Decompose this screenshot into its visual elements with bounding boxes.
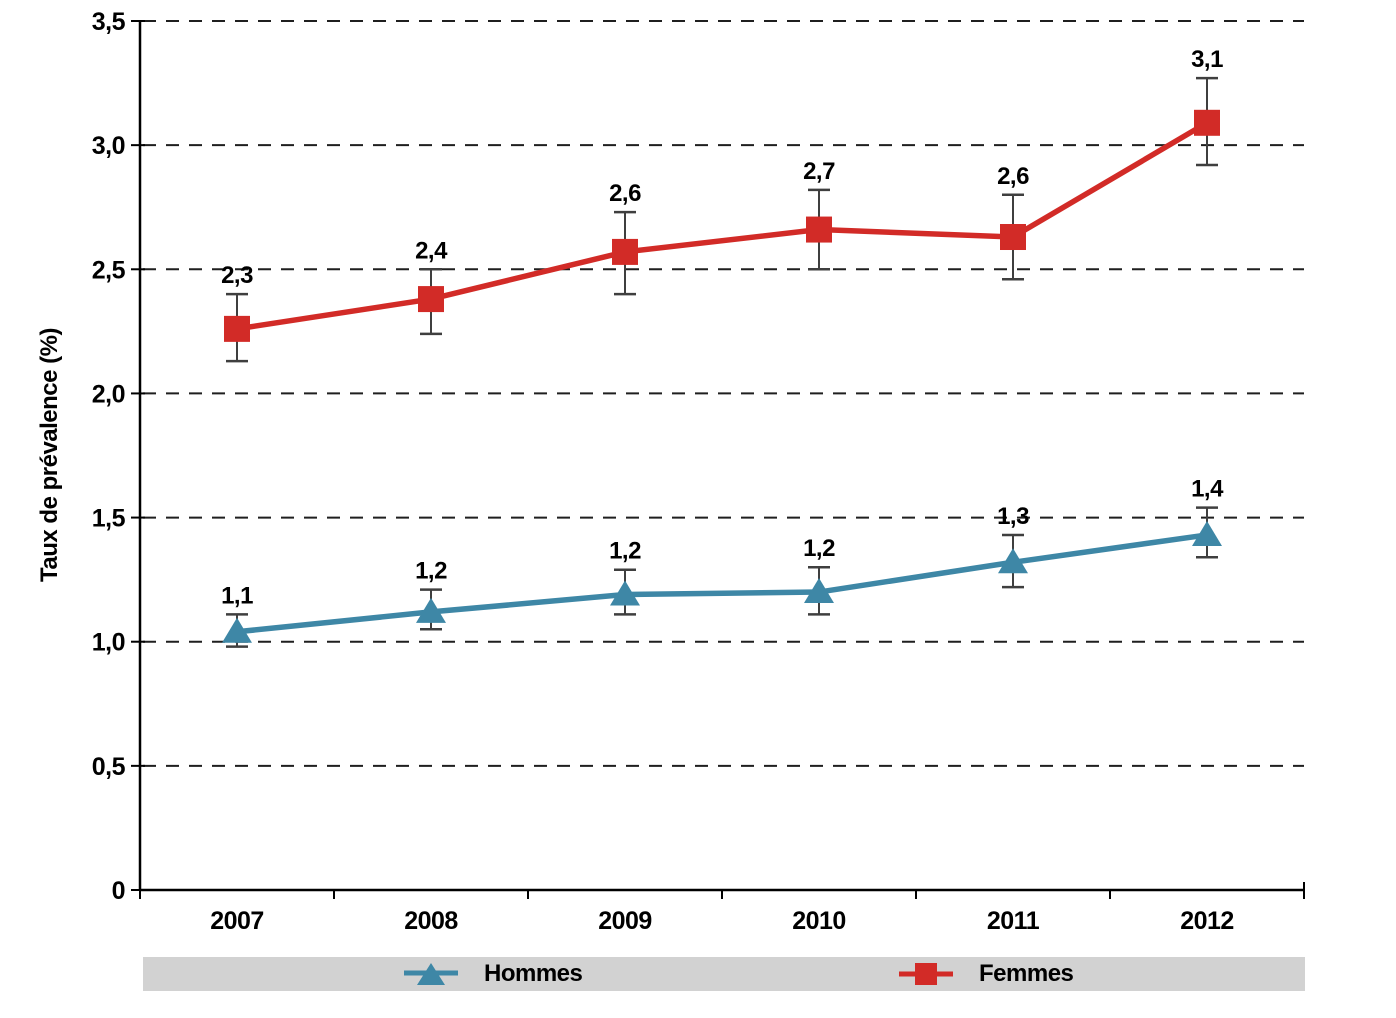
data-point-marker-femmes — [1000, 224, 1026, 251]
legend-label-hommes: Hommes — [484, 960, 583, 987]
data-point-label: 1,2 — [415, 558, 447, 585]
data-point-marker-hommes — [222, 617, 252, 643]
hommes-series-icon — [404, 963, 458, 985]
data-point-marker-hommes — [1192, 520, 1222, 546]
legend-item-hommes: Hommes — [404, 957, 583, 991]
y-tick-label: 3,5 — [92, 8, 126, 36]
x-axis-label: 2009 — [598, 907, 652, 935]
y-tick-label: 1,5 — [92, 505, 126, 533]
data-point-label: 2,3 — [221, 262, 253, 289]
data-point-label: 1,2 — [803, 535, 835, 562]
data-point-label: 1,2 — [609, 538, 641, 565]
y-axis-title: Taux de prévalence (%) — [36, 328, 63, 582]
y-tick-label: 0 — [112, 877, 125, 905]
data-point-marker-hommes — [416, 597, 446, 623]
data-point-label: 2,6 — [997, 163, 1029, 190]
data-point-label: 2,4 — [415, 237, 448, 264]
chart-svg: 3,5 3,0 2,5 2,0 1,5 1,0 0,5 0 2007 2008 2009 2010 20… — [36, 8, 1305, 935]
data-point-marker-femmes — [418, 286, 444, 313]
data-point-label: 2,7 — [803, 158, 835, 185]
data-point-label: 1,3 — [997, 503, 1029, 530]
data-point-label: 1,1 — [221, 582, 253, 609]
series-line-hommes — [236, 532, 1208, 635]
femmes-series-icon — [899, 963, 953, 985]
legend-item-femmes: Femmes — [899, 957, 1074, 991]
x-axis-label: 2008 — [404, 907, 458, 935]
data-point-marker-femmes — [1194, 109, 1220, 136]
data-point-marker-hommes — [804, 578, 834, 604]
y-tick-label: 2,5 — [92, 256, 126, 284]
data-point-label: 2,6 — [609, 180, 641, 207]
data-point-label: 1,4 — [1191, 476, 1224, 503]
data-point-marker-hommes — [998, 548, 1028, 574]
x-axis-label: 2011 — [987, 907, 1040, 935]
y-tick-label: 1,0 — [92, 629, 125, 657]
legend-label-femmes: Femmes — [979, 960, 1074, 987]
x-axis-label: 2012 — [1180, 907, 1234, 935]
data-point-marker-femmes — [806, 216, 832, 243]
x-axis-label: 2010 — [792, 907, 846, 935]
y-tick-label: 3,0 — [92, 132, 125, 160]
x-axis-label: 2007 — [210, 907, 264, 935]
data-point-label: 3,1 — [1191, 46, 1223, 73]
data-point-marker-femmes — [224, 315, 250, 342]
series-line-femmes — [236, 120, 1209, 332]
y-tick-label: 0,5 — [92, 753, 126, 781]
y-tick-label: 2,0 — [92, 380, 125, 408]
data-point-marker-femmes — [612, 238, 638, 265]
data-point-marker-hommes — [610, 580, 640, 606]
legend-bar: Hommes Femmes — [143, 957, 1305, 991]
